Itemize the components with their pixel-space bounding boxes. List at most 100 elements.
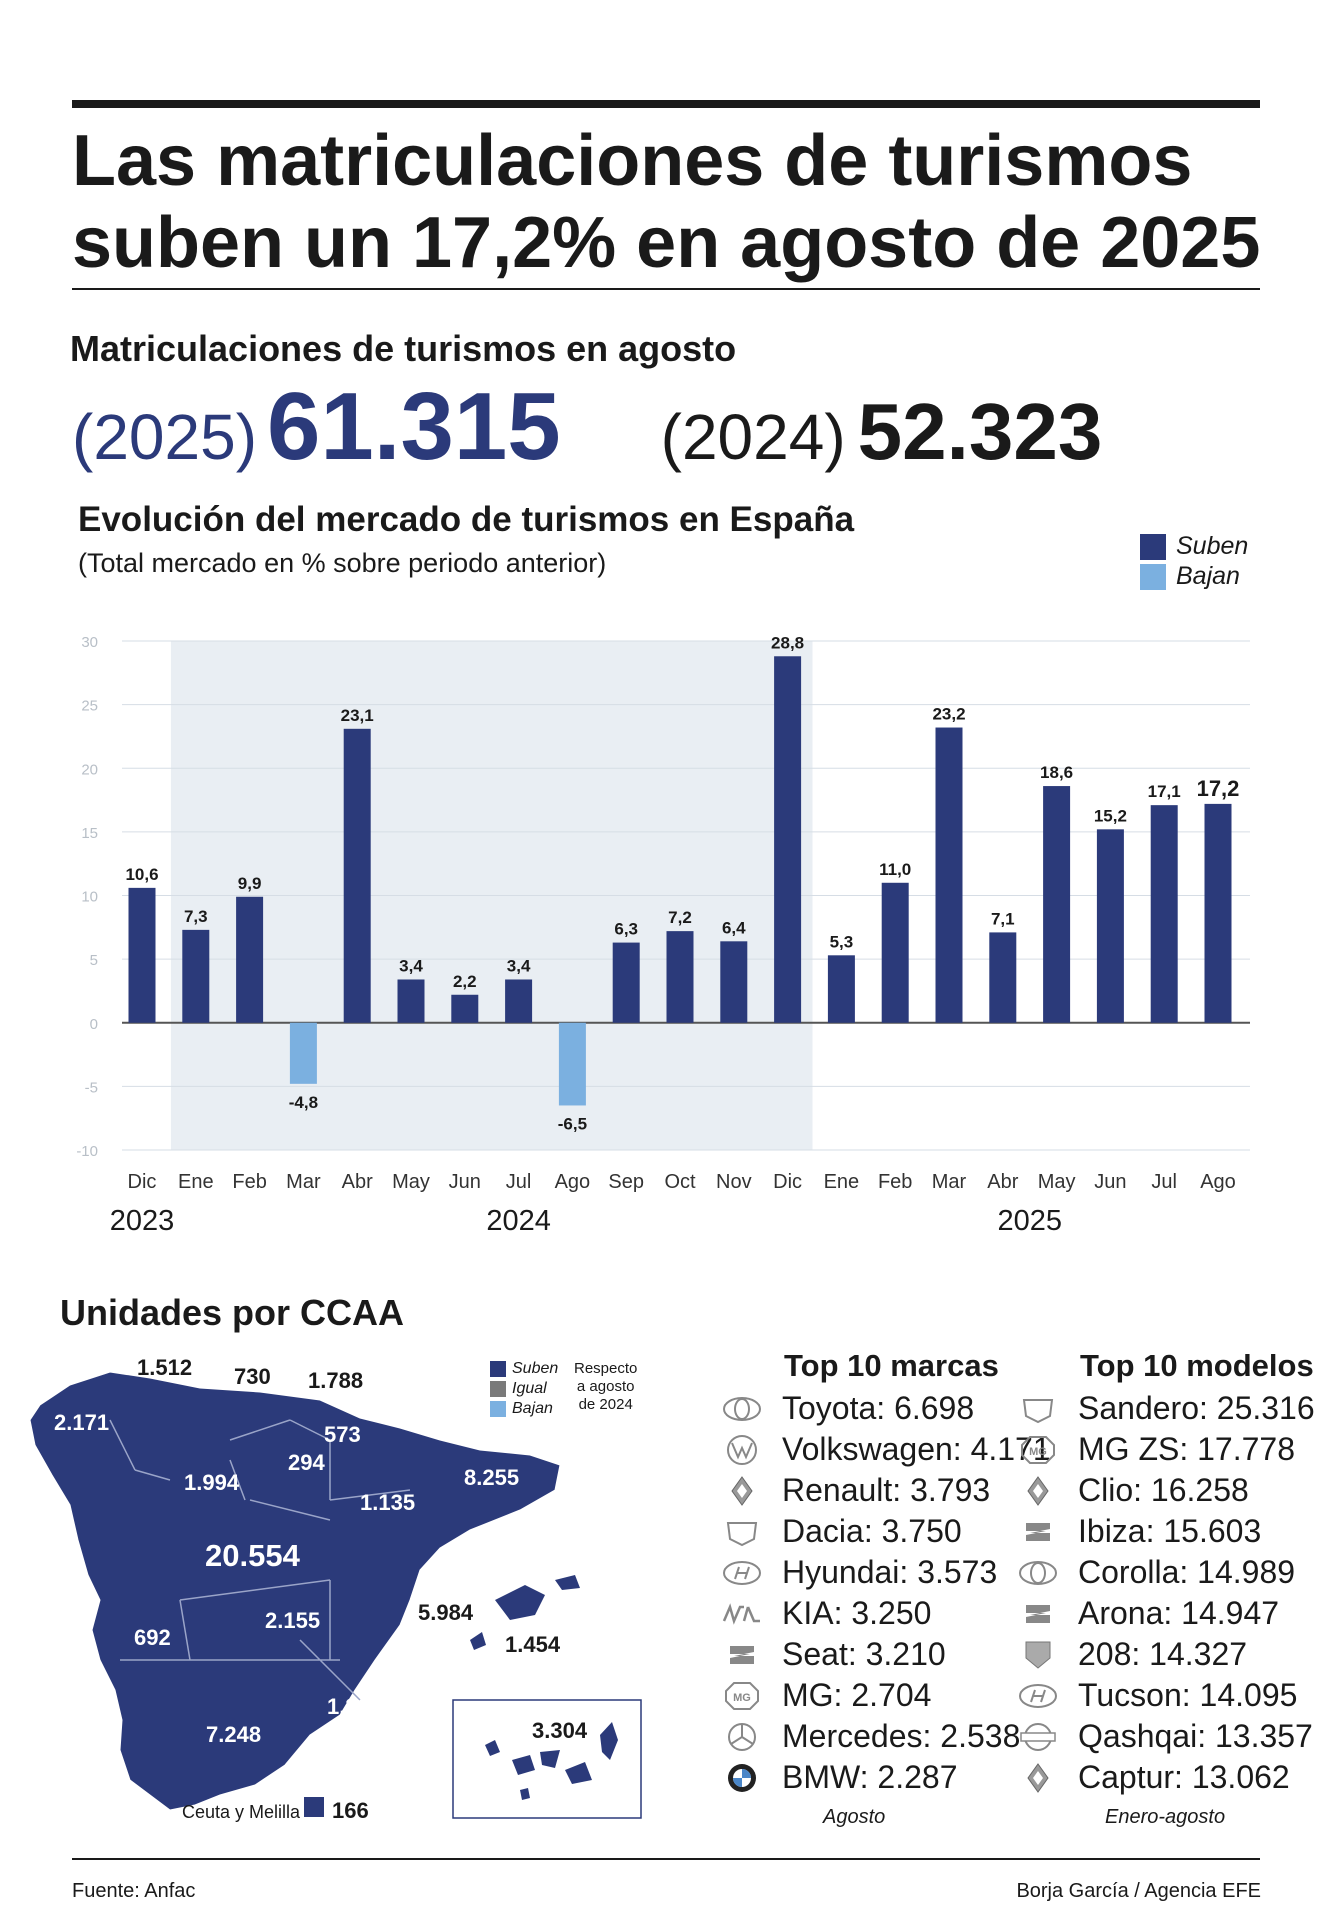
- map-value-extremadura: 692: [134, 1625, 171, 1650]
- x-tick-label: Ene: [178, 1171, 214, 1193]
- list-item: Corolla: 14.989: [1018, 1552, 1315, 1593]
- x-tick-label: May: [1038, 1171, 1076, 1193]
- map-value-cantabria: 730: [234, 1364, 271, 1389]
- map-legend-swatch-igual: [490, 1381, 506, 1397]
- list-item: Qashqai: 13.357: [1018, 1716, 1315, 1757]
- map-legend-note-line: Respecto: [574, 1360, 638, 1377]
- data-label: 5,3: [830, 932, 854, 951]
- subheadline: Matriculaciones de turismos en agosto: [70, 328, 737, 369]
- footer-rule: [72, 1858, 1260, 1860]
- headline: Las matriculaciones de turismos suben un…: [72, 121, 1261, 283]
- mainland-shape: [29, 1371, 561, 1811]
- top-brand-label: Dacia: 3.750: [782, 1513, 962, 1549]
- x-tick-label: Jul: [1151, 1171, 1177, 1193]
- x-tick-label: Nov: [716, 1171, 752, 1193]
- map-value-baleares: 1.454: [505, 1632, 561, 1657]
- legend-swatch-suben: [1140, 533, 1166, 560]
- data-label: -4,8: [289, 1093, 318, 1112]
- list-item: Tucson: 14.095: [1018, 1675, 1315, 1716]
- canary-islands-shape: [485, 1722, 618, 1800]
- top-model-label: Ibiza: 15.603: [1078, 1513, 1262, 1549]
- top-brand-label: MG: 2.704: [782, 1677, 932, 1713]
- bar: [1043, 786, 1071, 1023]
- legend-label-bajan: Bajan: [1176, 562, 1240, 590]
- renault-logo-icon: [1018, 1475, 1058, 1506]
- peugeot-logo-icon: [1018, 1640, 1058, 1670]
- data-label: 7,3: [184, 907, 208, 926]
- top-brand-label: Mercedes: 2.538: [782, 1718, 1021, 1754]
- bar: [827, 955, 855, 1023]
- bar-chart: 30 25 20 15 10 5 0 -5 -10 10,6 Dic 7,3 Ene 9,9 Feb -4,8…: [76, 633, 1250, 1237]
- dacia-logo-icon: [722, 1517, 762, 1547]
- hyundai-logo-icon: [722, 1558, 762, 1588]
- x-tick-label: Jul: [506, 1171, 532, 1193]
- kpi-2024-value: 52.323: [857, 387, 1103, 476]
- y-tick-label: 30: [81, 634, 98, 651]
- bmw-logo-icon: [722, 1763, 762, 1793]
- list-item: KIA: 3.250: [722, 1593, 1051, 1634]
- x-tick-label: May: [392, 1171, 430, 1193]
- top-brand-label: Hyundai: 3.573: [782, 1554, 998, 1590]
- top-models-title: Top 10 modelos: [1080, 1348, 1314, 1383]
- map-legend-note-line: a agosto: [576, 1378, 635, 1395]
- data-label: 17,2: [1197, 776, 1240, 801]
- top-model-label: Sandero: 25.316: [1078, 1390, 1315, 1426]
- bar: [881, 882, 909, 1023]
- map-value-madrid: 20.554: [205, 1538, 300, 1573]
- top-brand-label: KIA: 3.250: [782, 1595, 932, 1631]
- map-value-murcia: 1.306: [327, 1694, 383, 1719]
- top-model-label: Captur: 13.062: [1078, 1759, 1290, 1795]
- bar: [720, 941, 748, 1023]
- x-tick-label: Oct: [664, 1171, 696, 1193]
- data-label: 23,2: [932, 705, 965, 724]
- bar: [1150, 805, 1178, 1023]
- map-value-galicia: 2.171: [54, 1410, 110, 1435]
- list-item: BMW: 2.287: [722, 1757, 1051, 1798]
- legend-bajan: Bajan: [1140, 562, 1240, 591]
- top-model-label: Clio: 16.258: [1078, 1472, 1249, 1508]
- list-item: Volkswagen: 4.171: [722, 1429, 1051, 1470]
- bar: [451, 994, 479, 1023]
- map-legend-suben: Suben: [490, 1360, 558, 1378]
- y-tick-label: 10: [81, 889, 98, 906]
- bar: [774, 656, 802, 1023]
- top-model-label: Arona: 14.947: [1078, 1595, 1280, 1631]
- data-label: 10,6: [125, 865, 158, 884]
- nissan-logo-icon: [1018, 1722, 1058, 1752]
- dacia-logo-icon: [1018, 1394, 1058, 1424]
- map-value-ceuta-melilla: 166: [332, 1798, 369, 1823]
- data-label: 15,2: [1094, 806, 1127, 825]
- map-value-la-rioja: 294: [288, 1450, 325, 1475]
- seat-logo-icon: [1018, 1517, 1058, 1547]
- bar: [505, 979, 533, 1023]
- map-value-aragon: 1.135: [360, 1490, 416, 1515]
- list-item: Clio: 16.258: [1018, 1470, 1315, 1511]
- y-tick-label: -10: [76, 1143, 98, 1160]
- list-item: Sandero: 25.316: [1018, 1388, 1315, 1429]
- data-label: 7,2: [668, 908, 692, 927]
- kia-logo-icon: [722, 1599, 762, 1629]
- list-item: Hyundai: 3.573: [722, 1552, 1051, 1593]
- map-legend: Suben Igual Bajan: [490, 1360, 558, 1418]
- bar: [558, 1022, 586, 1106]
- list-item: Toyota: 6.698: [722, 1388, 1051, 1429]
- x-tick-label: Dic: [128, 1171, 157, 1193]
- x-tick-label: Mar: [932, 1171, 967, 1193]
- list-item: Seat: 3.210: [722, 1634, 1051, 1675]
- list-item: Renault: 3.793: [722, 1470, 1051, 1511]
- top-brands-title: Top 10 marcas: [784, 1348, 999, 1383]
- data-label: 6,4: [722, 918, 746, 937]
- data-label: 3,4: [399, 956, 423, 975]
- headline-rule: [72, 288, 1260, 290]
- map-legend-label-bajan: Bajan: [512, 1400, 553, 1417]
- y-tick-label: 20: [81, 761, 98, 778]
- x-tick-label: Sep: [608, 1171, 644, 1193]
- map-legend-note-line: de 2024: [578, 1396, 633, 1413]
- top-models-list: Sandero: 25.316 MG MG ZS: 17.778 Clio: 16…: [1018, 1388, 1315, 1798]
- svg-text:MG: MG: [1029, 1446, 1047, 1458]
- x-tick-label: Jun: [449, 1171, 481, 1193]
- x-tick-label: Ene: [824, 1171, 860, 1193]
- map-legend-label-suben: Suben: [512, 1360, 559, 1377]
- kpi-2024-year: (2024): [660, 401, 846, 473]
- bar: [666, 931, 694, 1023]
